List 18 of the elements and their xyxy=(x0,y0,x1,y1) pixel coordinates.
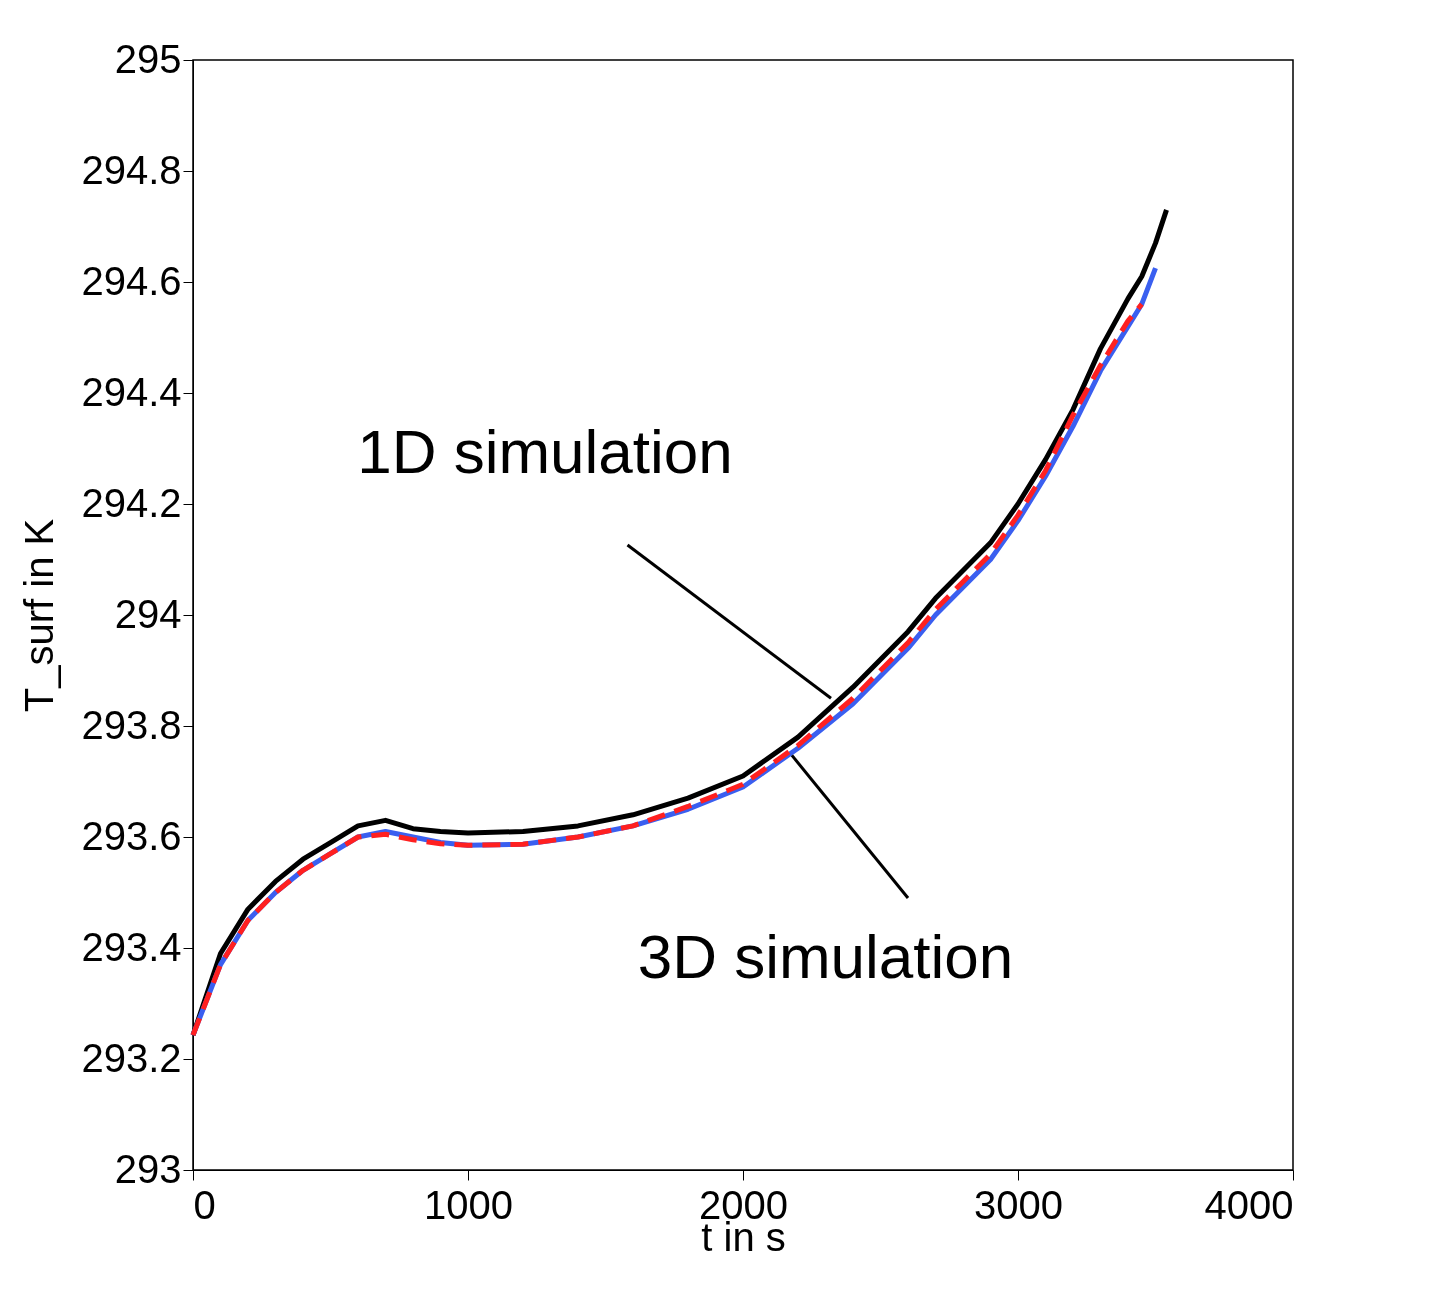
y-tick-label: 294.6 xyxy=(81,258,182,303)
y-tick-label: 295 xyxy=(114,36,182,81)
y-tick-label: 294.8 xyxy=(81,147,182,192)
y-tick-label: 293.8 xyxy=(81,702,182,747)
x-tick-label: 4000 xyxy=(1204,1182,1294,1227)
y-tick-label: 293.4 xyxy=(81,924,182,969)
y-tick-label: 294 xyxy=(114,591,182,636)
y-tick-label: 293.2 xyxy=(81,1035,182,1080)
y-axis-title: T_surf in K xyxy=(17,518,62,713)
y-tick-label: 294.2 xyxy=(81,480,182,525)
y-tick-label: 294.4 xyxy=(81,369,182,414)
x-tick-label: 3000 xyxy=(974,1182,1063,1227)
y-tick-label: 293 xyxy=(114,1146,182,1191)
y-tick-label: 293.6 xyxy=(81,813,182,858)
x-tick-label: 1000 xyxy=(424,1182,513,1227)
x-tick-label: 0 xyxy=(193,1182,216,1227)
annotation: 3D simulation xyxy=(637,922,1014,992)
annotation: 1D simulation xyxy=(357,417,733,487)
